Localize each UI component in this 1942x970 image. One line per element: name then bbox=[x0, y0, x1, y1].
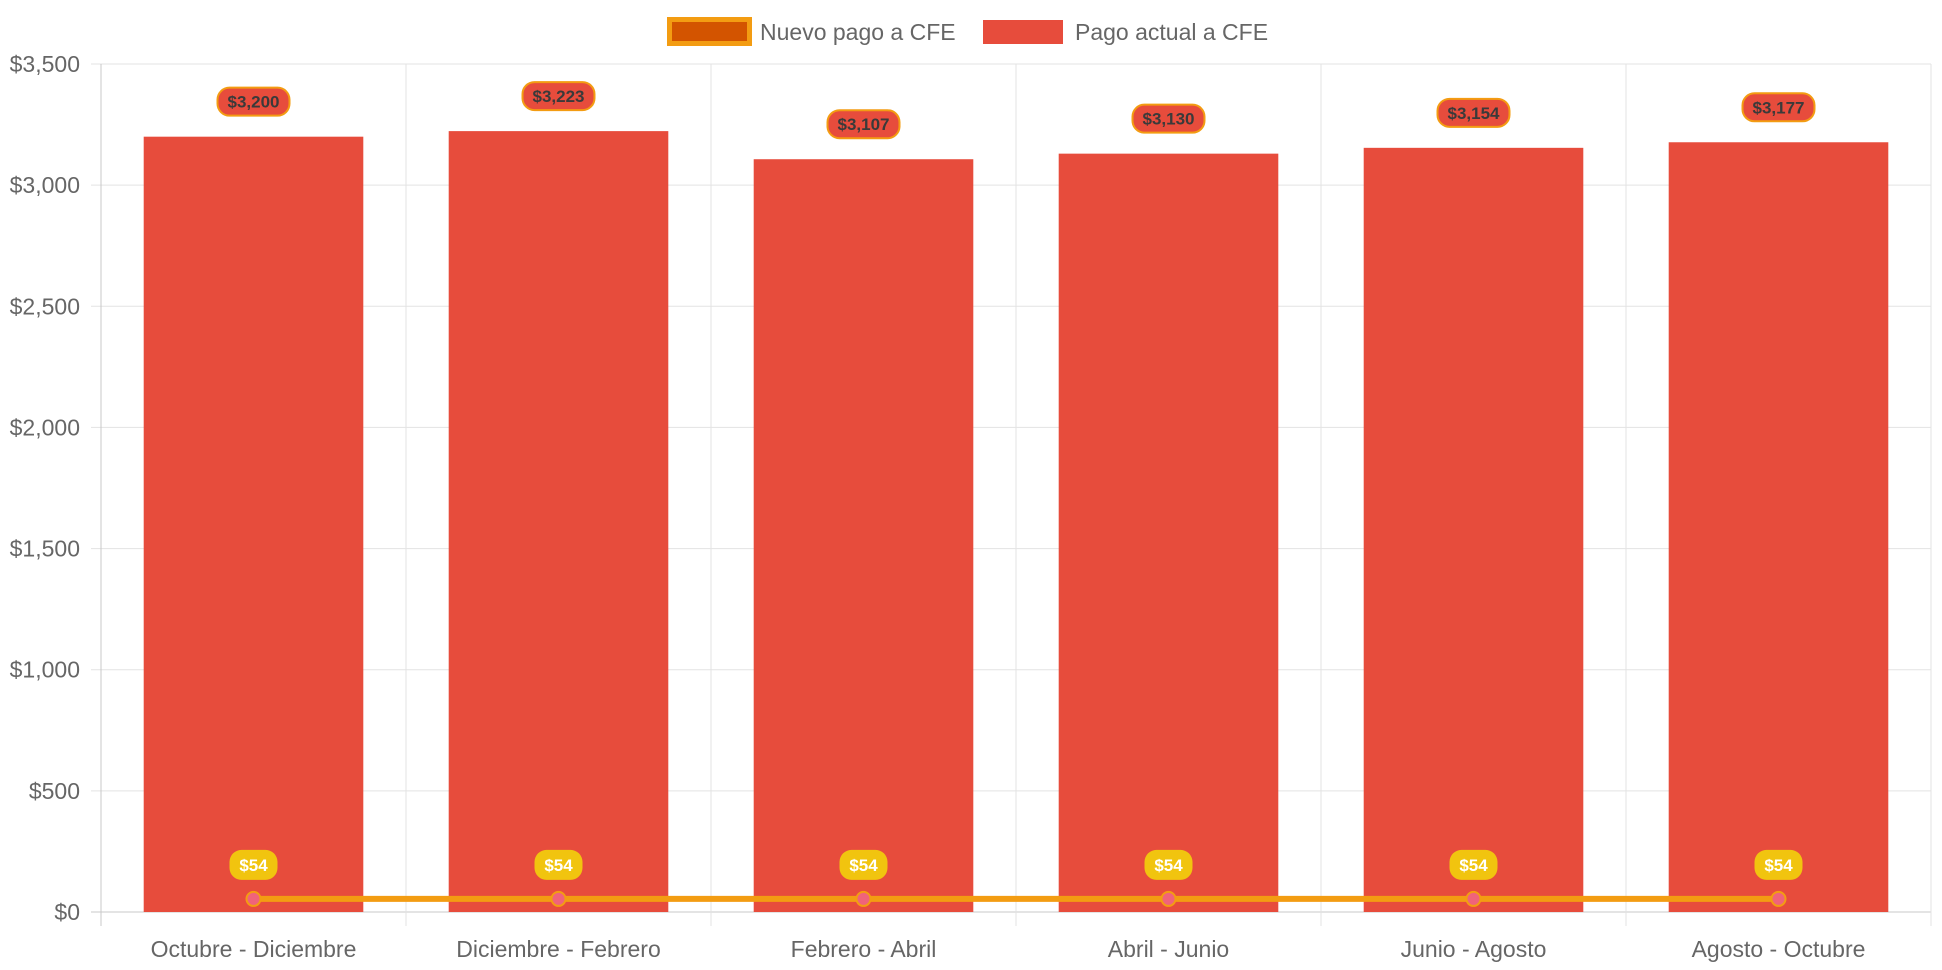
bar-value-label: $3,154 bbox=[1448, 104, 1501, 123]
y-tick-label: $2,000 bbox=[10, 414, 80, 440]
bar[interactable] bbox=[1668, 142, 1889, 912]
y-tick-label: $0 bbox=[54, 899, 80, 925]
line-value-label-bg bbox=[229, 849, 278, 880]
y-tick-label: $1,000 bbox=[10, 657, 80, 683]
line-value-label: $54 bbox=[239, 856, 268, 875]
bar-value-label-bg bbox=[826, 109, 901, 140]
axes: $0 $500 $1,000 $1,500 $2,000 $2,500 $3,000 $3,5… bbox=[10, 51, 1866, 962]
legend-swatch bbox=[983, 20, 1063, 44]
bar-value-label-bg bbox=[1436, 97, 1511, 128]
line-value-label: $54 bbox=[544, 856, 573, 875]
bar[interactable] bbox=[1363, 147, 1584, 912]
bar[interactable] bbox=[753, 159, 974, 913]
legend-label: Pago actual a CFE bbox=[1075, 19, 1268, 45]
line-value-label: $54 bbox=[1764, 856, 1793, 875]
line-value-label: $54 bbox=[849, 856, 878, 875]
line-value-label-bg bbox=[1449, 849, 1498, 880]
line-value-label-bg bbox=[839, 849, 888, 880]
grid bbox=[91, 63, 1932, 926]
line-point[interactable] bbox=[855, 890, 872, 907]
legend-swatch bbox=[667, 17, 752, 46]
bar-value-label: $3,200 bbox=[228, 93, 280, 112]
line-value-label: $54 bbox=[1154, 856, 1183, 875]
line-value-label-bg bbox=[1144, 849, 1193, 880]
line-point[interactable] bbox=[1465, 890, 1482, 907]
legend-label: Nuevo pago a CFE bbox=[760, 19, 956, 45]
line-value-label-bg bbox=[534, 849, 583, 880]
legend-item[interactable]: Pago actual a CFE bbox=[983, 19, 1268, 45]
bar[interactable] bbox=[1058, 153, 1279, 912]
data-labels: $3,200 $3,223 $3,107 $3,130 $3,154 $3,177 $54 $… bbox=[216, 81, 1816, 880]
y-tick-label: $500 bbox=[29, 778, 80, 804]
bar-value-label-bg bbox=[1131, 103, 1206, 134]
line-point[interactable] bbox=[1770, 890, 1787, 907]
bar[interactable] bbox=[448, 131, 669, 912]
bar-series bbox=[143, 131, 1889, 913]
x-tick-label: Abril - Junio bbox=[1108, 936, 1229, 962]
x-tick-label: Agosto - Octubre bbox=[1692, 936, 1866, 962]
y-tick-label: $3,000 bbox=[10, 172, 80, 198]
line-point[interactable] bbox=[1160, 890, 1177, 907]
bar-value-label-bg bbox=[1741, 92, 1816, 123]
bar-value-label: $3,177 bbox=[1753, 98, 1805, 117]
bar-value-label: $3,107 bbox=[838, 115, 890, 134]
bar[interactable] bbox=[143, 136, 364, 912]
x-tick-label: Febrero - Abril bbox=[791, 936, 937, 962]
line-point[interactable] bbox=[245, 890, 262, 907]
legend[interactable]: Nuevo pago a CFE Pago actual a CFE bbox=[667, 17, 1269, 46]
bar-value-label-bg bbox=[216, 86, 291, 117]
x-tick-label: Octubre - Diciembre bbox=[151, 936, 357, 962]
line-value-label: $54 bbox=[1459, 856, 1488, 875]
bar-value-label: $3,223 bbox=[533, 87, 585, 106]
legend-item[interactable]: Nuevo pago a CFE bbox=[667, 17, 956, 46]
line-value-label-bg bbox=[1754, 849, 1803, 880]
y-tick-label: $1,500 bbox=[10, 536, 80, 562]
bar-value-label: $3,130 bbox=[1143, 110, 1195, 129]
x-tick-label: Junio - Agosto bbox=[1401, 936, 1547, 962]
y-tick-label: $2,500 bbox=[10, 293, 80, 319]
x-tick-label: Diciembre - Febrero bbox=[456, 936, 661, 962]
line-series bbox=[245, 890, 1787, 907]
y-tick-label: $3,500 bbox=[10, 51, 80, 77]
line-point[interactable] bbox=[550, 890, 567, 907]
bar-value-label-bg bbox=[521, 81, 596, 112]
